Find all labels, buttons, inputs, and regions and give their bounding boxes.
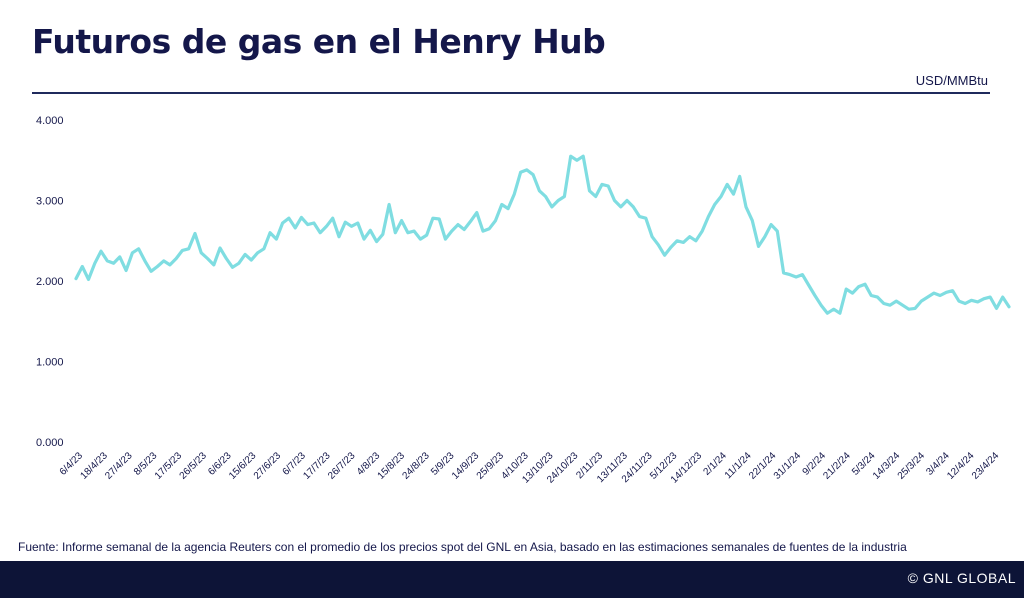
x-axis: 6/4/2318/4/2327/4/238/5/2317/5/2326/5/23… (58, 450, 1002, 486)
x-tick-label: 24/8/23 (400, 450, 432, 482)
line-chart: 0.000 1.000 2.000 3.000 4.000 6/4/2318/4/232… (36, 115, 1011, 486)
chart-title: Futuros de gas en el Henry Hub (32, 22, 606, 61)
y-axis: 0.000 1.000 2.000 3.000 4.000 (36, 115, 64, 449)
y-tick-label: 2.000 (36, 276, 64, 288)
x-tick-label: 27/6/23 (252, 450, 284, 482)
x-tick-label: 31/1/24 (772, 450, 804, 482)
x-tick-label: 25/3/24 (896, 450, 928, 482)
header-divider (32, 92, 990, 94)
series-line (74, 154, 1011, 315)
brand-label: © GNL GLOBAL (907, 570, 1016, 586)
unit-label: USD/MMBtu (915, 73, 988, 88)
y-tick-label: 1.000 (36, 357, 64, 369)
x-tick-label: 26/7/23 (326, 450, 358, 482)
footer-bar: © GNL GLOBAL (0, 561, 1024, 598)
x-tick-label: 27/4/23 (103, 450, 135, 482)
x-tick-label: 21/2/24 (821, 450, 853, 482)
y-tick-label: 3.000 (36, 196, 64, 208)
source-note: Fuente: Informe semanal de la agencia Re… (18, 540, 907, 554)
x-tick-label: 23/4/24 (970, 450, 1002, 482)
x-tick-label: 26/5/23 (178, 450, 210, 482)
y-tick-label: 4.000 (36, 115, 64, 127)
y-tick-label: 0.000 (36, 437, 64, 449)
